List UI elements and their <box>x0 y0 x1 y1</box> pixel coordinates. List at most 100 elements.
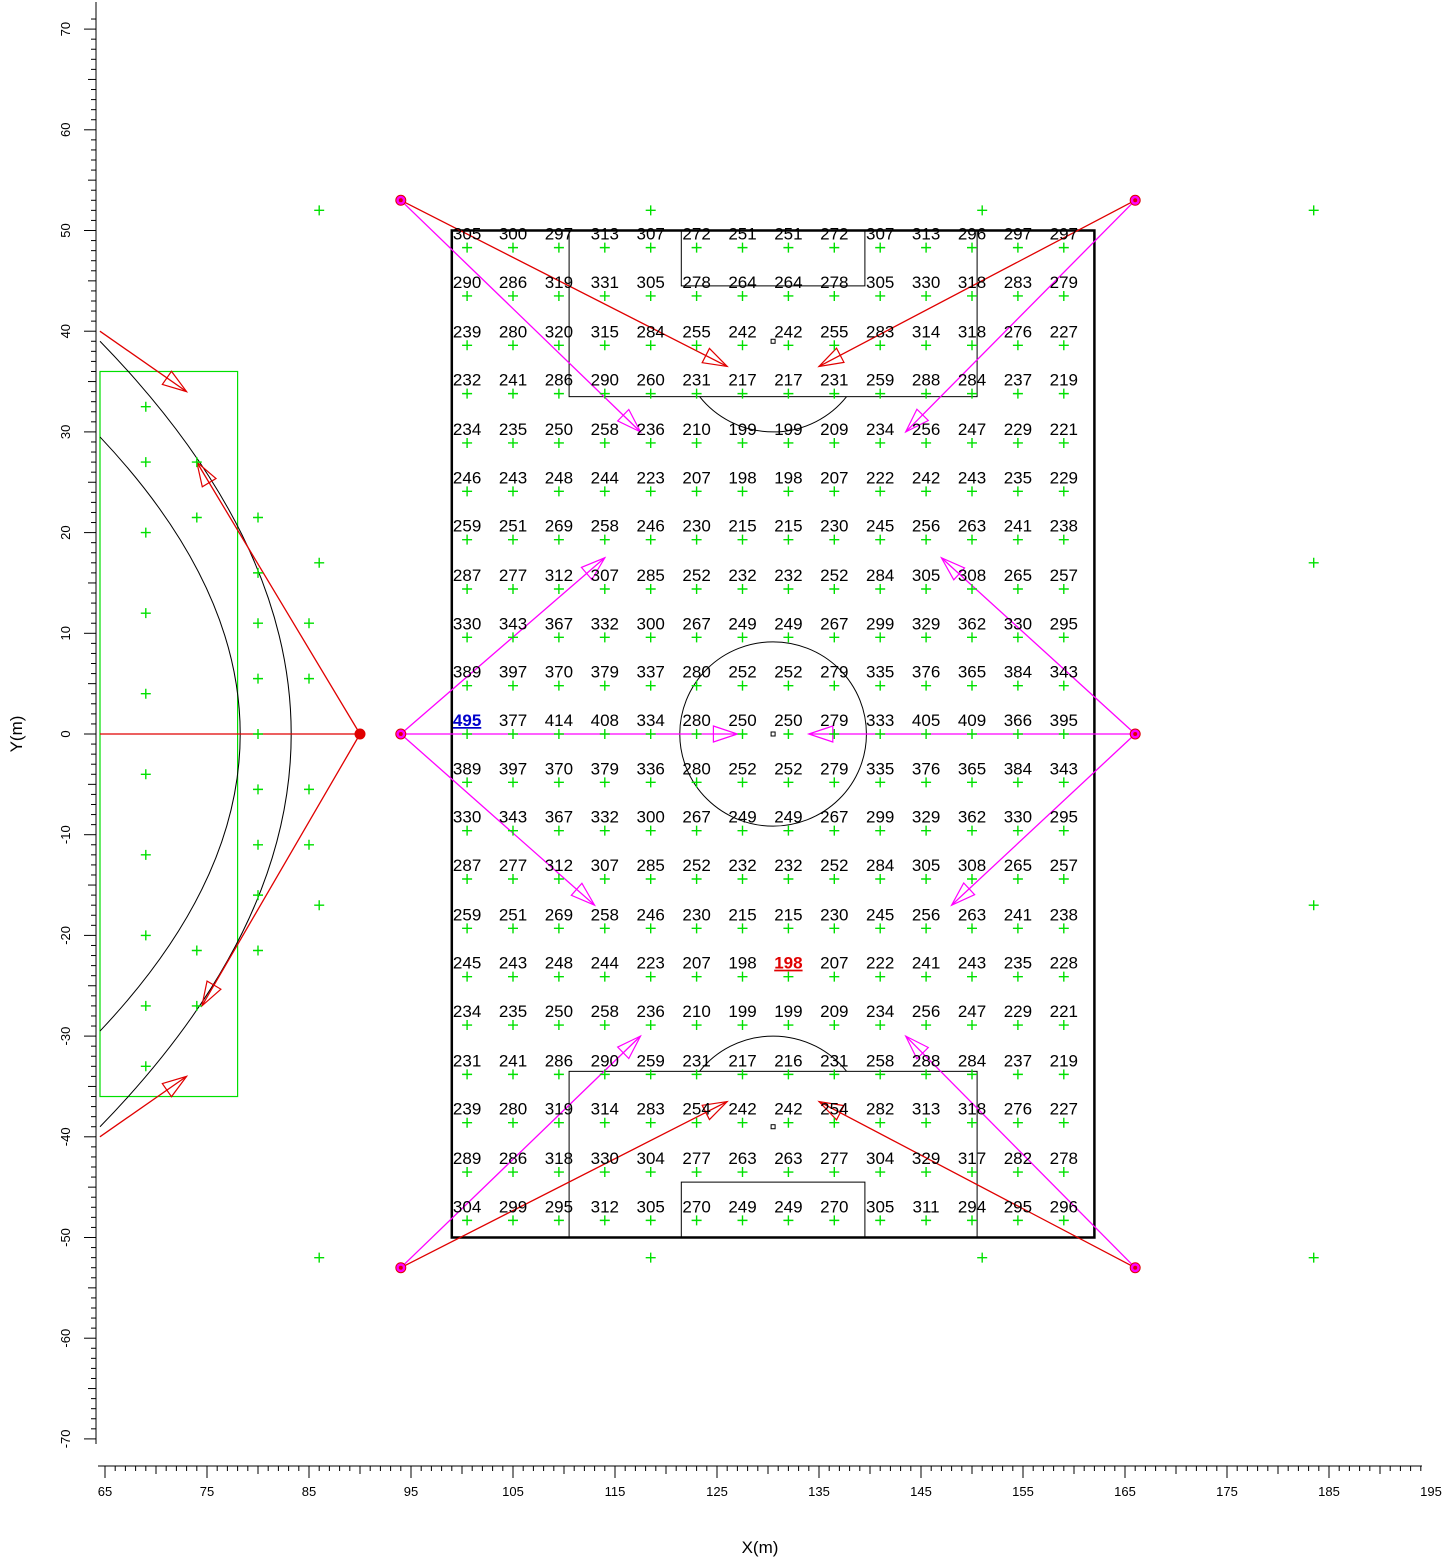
grid-point <box>691 437 702 448</box>
illuminance-value: 307 <box>591 566 619 585</box>
grid-point <box>191 1000 202 1011</box>
illuminance-value: 294 <box>958 1197 986 1216</box>
illuminance-value: 312 <box>545 566 573 585</box>
grid-point <box>737 388 748 399</box>
grid-point <box>508 680 518 691</box>
grid-point <box>1058 242 1069 253</box>
illuminance-value: 257 <box>1050 566 1078 585</box>
aim-line-head <box>817 347 845 368</box>
grid-point <box>875 534 886 545</box>
grid-point <box>253 945 263 956</box>
grid-point <box>875 340 886 351</box>
illuminance-value: 232 <box>453 371 481 390</box>
illuminance-value: 379 <box>591 759 619 778</box>
grid-point <box>783 825 794 836</box>
illuminance-value: 247 <box>958 1002 986 1021</box>
grid-point <box>599 290 610 301</box>
illuminance-value: 252 <box>728 663 756 682</box>
grid-point <box>967 729 977 739</box>
illuminance-value: 272 <box>682 225 710 244</box>
illuminance-value: 227 <box>1050 1100 1078 1119</box>
grid-point <box>462 923 473 934</box>
grid-point <box>1012 874 1023 885</box>
illuminance-value: 343 <box>1050 663 1078 682</box>
grid-point <box>645 290 656 301</box>
grid-point <box>645 1167 656 1178</box>
illuminance-value: 300 <box>637 614 665 633</box>
grid-point <box>829 437 840 448</box>
top-penalty-spot <box>770 338 776 344</box>
illuminance-value: 330 <box>1004 614 1032 633</box>
illuminance-value: 269 <box>545 905 573 924</box>
grid-point <box>691 680 702 691</box>
grid-point <box>191 512 202 523</box>
illuminance-value: 305 <box>866 1197 894 1216</box>
illuminance-value: 245 <box>866 517 894 536</box>
grid-point <box>645 729 656 739</box>
illuminance-value: 256 <box>912 1002 940 1021</box>
illuminance-value: 315 <box>591 322 619 341</box>
grid-point <box>645 1069 656 1080</box>
grid-point <box>508 1020 518 1031</box>
grid-point <box>921 825 932 836</box>
illuminance-value: 305 <box>637 1197 665 1216</box>
grid-point <box>783 486 794 497</box>
grid-point <box>314 1252 325 1263</box>
illuminance-value: 217 <box>728 371 756 390</box>
illuminance-value: 276 <box>1004 322 1032 341</box>
illuminance-value: 258 <box>591 517 619 536</box>
illuminance-value: 278 <box>682 273 710 292</box>
y-tick-label: 60 <box>58 123 73 137</box>
illuminance-value: 207 <box>682 468 710 487</box>
grid-point <box>1308 205 1319 216</box>
illuminance-value: 255 <box>682 322 710 341</box>
grid-point <box>691 1167 702 1178</box>
grid-point <box>314 557 325 568</box>
top-penalty-arc <box>699 396 847 433</box>
y-tick-label: -20 <box>58 926 73 945</box>
grid-point <box>462 486 473 497</box>
grid-point <box>967 680 977 691</box>
grid-point <box>691 923 702 934</box>
illuminance-value: 370 <box>545 759 573 778</box>
illuminance-value: 223 <box>637 954 665 973</box>
illuminance-value: 199 <box>728 1002 756 1021</box>
illuminance-value: 314 <box>591 1100 619 1119</box>
illuminance-value: 284 <box>637 322 665 341</box>
grid-point <box>875 437 886 448</box>
grid-point <box>508 777 518 788</box>
illuminance-value: 370 <box>545 663 573 682</box>
x-tick-label: 195 <box>1420 1484 1442 1499</box>
grid-point <box>967 825 977 836</box>
illuminance-value: 232 <box>728 856 756 875</box>
illuminance-value: 232 <box>728 566 756 585</box>
grid-point <box>553 388 564 399</box>
grid-point <box>1012 1167 1023 1178</box>
y-tick-label: 30 <box>58 425 73 439</box>
grid-point <box>645 486 656 497</box>
illuminance-value: 198 <box>728 954 756 973</box>
y-tick-label: 70 <box>58 22 73 36</box>
illuminance-value: 231 <box>682 1051 710 1070</box>
grid-point <box>967 1215 977 1226</box>
illuminance-value: 215 <box>774 905 802 924</box>
grid-point <box>829 534 840 545</box>
grid-point <box>1058 437 1069 448</box>
calculation-points <box>140 205 1319 1263</box>
illuminance-value: 279 <box>820 759 848 778</box>
grid-point <box>140 1061 151 1072</box>
grid-point <box>967 1069 977 1080</box>
illuminance-value: 280 <box>499 1100 527 1119</box>
illuminance-value: 228 <box>1050 954 1078 973</box>
grid-point <box>1012 583 1023 594</box>
illuminance-value: 280 <box>682 759 710 778</box>
grid-point <box>553 437 564 448</box>
grid-point <box>1058 632 1069 643</box>
illuminance-value: 278 <box>820 273 848 292</box>
illuminance-value: 234 <box>453 1002 481 1021</box>
grid-point <box>691 1117 702 1128</box>
illuminance-value: 305 <box>912 856 940 875</box>
grid-point <box>553 1215 564 1226</box>
grid-point <box>553 1020 564 1031</box>
